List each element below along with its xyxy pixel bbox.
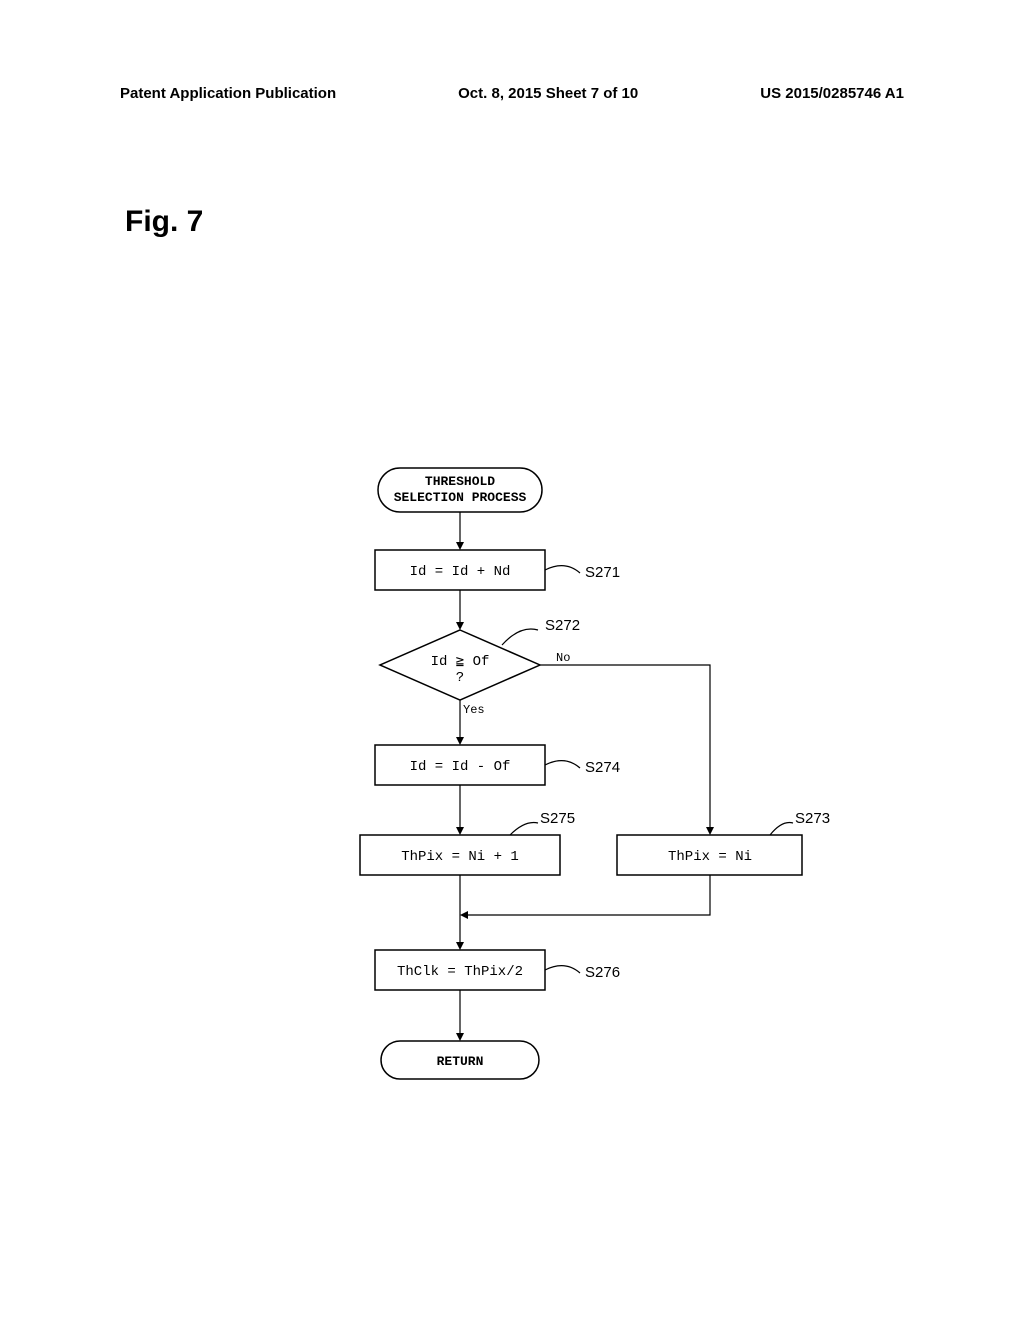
svg-text:S274: S274 (585, 759, 620, 776)
node-s273: ThPix = Ni S273 (617, 810, 830, 875)
svg-text:ThPix = Ni: ThPix = Ni (668, 849, 752, 865)
node-s272: Id ≧ Of ? S272 Yes No (380, 617, 580, 717)
svg-text:Id = Id + Nd: Id = Id + Nd (410, 564, 511, 580)
svg-text:S272: S272 (545, 617, 580, 634)
node-s271: Id = Id + Nd S271 (375, 550, 620, 590)
svg-text:S273: S273 (795, 810, 830, 827)
node-start: THRESHOLD SELECTION PROCESS (378, 468, 542, 512)
svg-text:S275: S275 (540, 810, 575, 827)
svg-text:S271: S271 (585, 564, 620, 581)
node-s276: ThClk = ThPix/2 S276 (375, 950, 620, 990)
svg-text:Id ≧ Of: Id ≧ Of (431, 654, 490, 670)
svg-text:No: No (556, 651, 570, 665)
header-center: Oct. 8, 2015 Sheet 7 of 10 (458, 85, 638, 102)
svg-text:Yes: Yes (463, 703, 485, 717)
svg-text:S276: S276 (585, 964, 620, 981)
svg-text:Id = Id - Of: Id = Id - Of (410, 759, 511, 775)
header-right: US 2015/0285746 A1 (760, 85, 904, 102)
edges (456, 512, 714, 1041)
svg-text:?: ? (456, 670, 464, 686)
svg-text:THRESHOLD: THRESHOLD (425, 474, 495, 489)
flowchart: THRESHOLD SELECTION PROCESS Id = Id + Nd… (280, 440, 880, 1140)
svg-text:ThPix = Ni + 1: ThPix = Ni + 1 (401, 849, 519, 865)
node-return: RETURN (381, 1041, 539, 1079)
svg-text:SELECTION PROCESS: SELECTION PROCESS (394, 490, 527, 505)
node-s274: Id = Id - Of S274 (375, 745, 620, 785)
node-s275: ThPix = Ni + 1 S275 (360, 810, 575, 875)
header-left: Patent Application Publication (120, 85, 336, 102)
svg-text:ThClk = ThPix/2: ThClk = ThPix/2 (397, 964, 523, 980)
page-header: Patent Application Publication Oct. 8, 2… (0, 85, 1024, 102)
figure-label: Fig. 7 (125, 205, 203, 239)
svg-text:RETURN: RETURN (437, 1054, 484, 1069)
